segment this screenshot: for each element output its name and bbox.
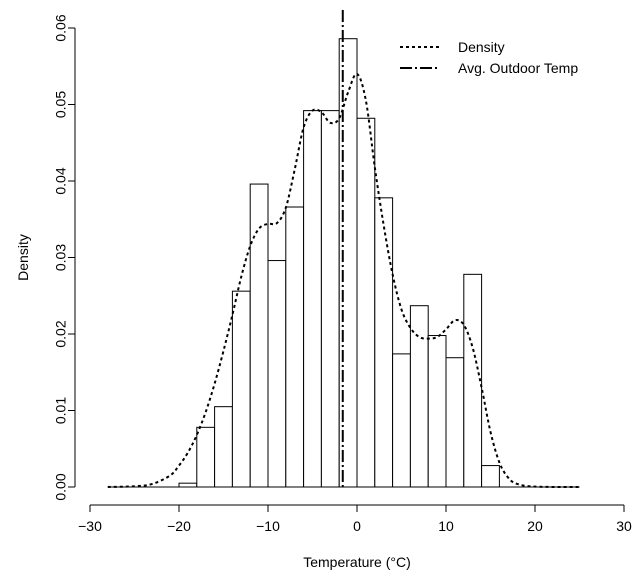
histogram-bar	[303, 110, 322, 488]
histogram-bar	[249, 183, 269, 488]
histogram-bar	[285, 206, 305, 488]
x-tick-label: −30	[78, 518, 102, 534]
y-axis: 0.00 0.01 0.02 0.03 0.04 0.05 0.06	[53, 14, 76, 501]
density-curve	[107, 72, 580, 488]
legend: Density Avg. Outdoor Temp	[400, 39, 578, 76]
histogram-bar	[267, 260, 287, 488]
x-tick-label: 20	[527, 518, 543, 534]
histogram-bar	[463, 273, 483, 488]
y-tick-label: 0.01	[53, 397, 69, 424]
histogram-bar	[374, 197, 394, 488]
x-axis-title: Temperature (°C)	[303, 554, 411, 570]
y-tick-label: 0.02	[53, 320, 69, 347]
y-tick-label: 0.06	[53, 14, 69, 41]
x-axis: −30 −20 −10 0 10 20 30	[78, 504, 632, 534]
histogram-bar	[427, 335, 447, 488]
y-tick-label: 0.04	[53, 167, 69, 194]
x-tick-label: −20	[167, 518, 191, 534]
x-tick-label: 0	[353, 518, 361, 534]
histogram-bar	[178, 482, 198, 488]
y-axis-title: Density	[15, 234, 31, 281]
histogram-bar	[320, 110, 340, 488]
histogram-bar	[356, 117, 376, 488]
legend-avg-temp-label: Avg. Outdoor Temp	[458, 60, 578, 76]
histogram-bar	[196, 426, 216, 488]
histogram-bar	[481, 465, 500, 488]
x-tick-label: −10	[256, 518, 280, 534]
x-tick-label: 30	[616, 518, 632, 534]
legend-density-label: Density	[458, 39, 505, 55]
histogram-bar	[445, 357, 465, 488]
histogram-bar	[392, 353, 411, 488]
histogram-bar	[231, 290, 251, 488]
y-tick-label: 0.00	[53, 473, 69, 500]
histogram-bars	[178, 38, 500, 488]
histogram-bar	[214, 406, 233, 488]
x-tick-label: 10	[438, 518, 454, 534]
y-tick-label: 0.05	[53, 91, 69, 118]
y-tick-label: 0.03	[53, 244, 69, 271]
